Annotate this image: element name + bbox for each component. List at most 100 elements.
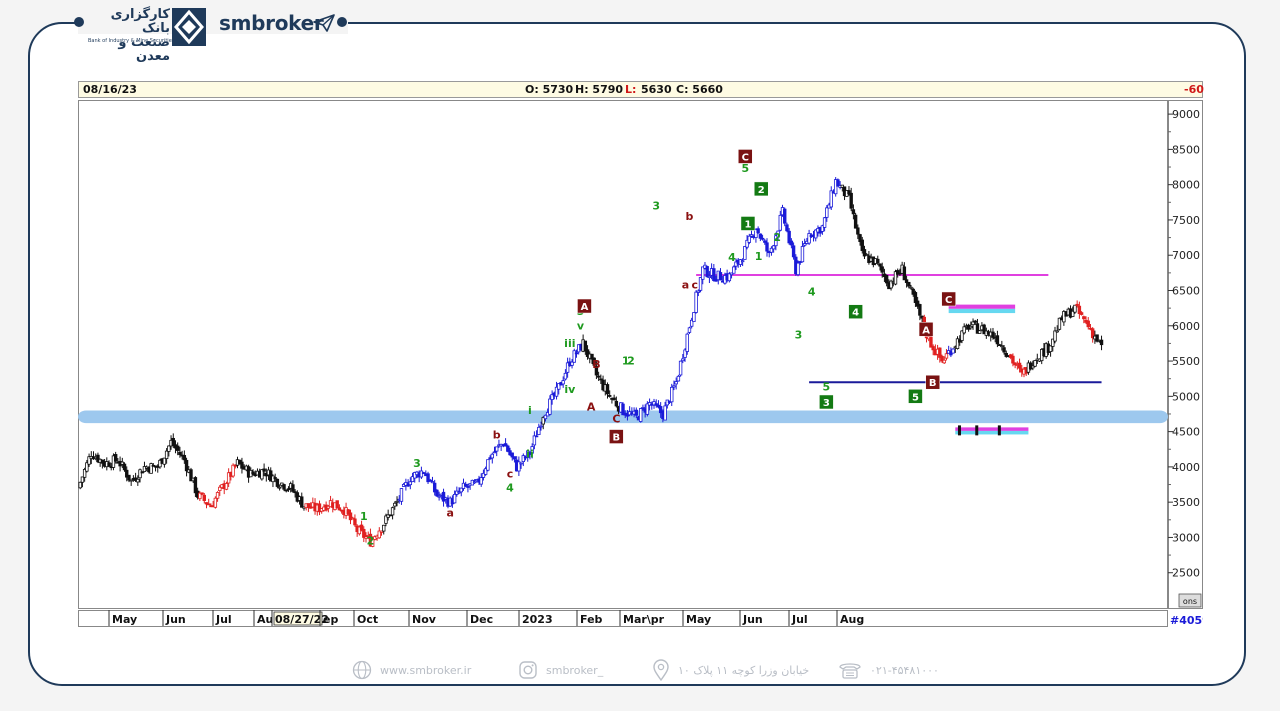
candle-body [971, 321, 975, 326]
candle-body [282, 484, 286, 490]
logo-text-fa-line1: کارگزاری بانک [110, 7, 170, 36]
wave-label: B [592, 358, 600, 371]
candle-body [913, 292, 918, 304]
footer-instagram[interactable]: smbroker_ [518, 660, 603, 680]
candle-body [918, 304, 922, 316]
boxed-wave-label [918, 322, 934, 337]
candle-body [670, 386, 674, 403]
candle-body [532, 435, 537, 446]
candle-body [510, 452, 514, 458]
candle-body [765, 242, 769, 252]
candle-body [1079, 312, 1084, 315]
candle-body [683, 349, 687, 358]
candle-body [860, 239, 864, 252]
boxed-wave-label-text: A [922, 325, 930, 336]
info-open: O: 5730 [525, 83, 574, 96]
candle-body [251, 471, 255, 475]
candle-body [825, 207, 829, 218]
candle-body [676, 375, 681, 382]
boxed-wave-label [848, 304, 863, 319]
candle-body [364, 536, 368, 539]
x-tick-label: 08/27/22 [275, 613, 329, 626]
footer-website[interactable]: www.smbroker.ir [352, 660, 471, 680]
candle-body [207, 503, 211, 506]
candle-body [120, 461, 125, 465]
telephone-icon [839, 663, 861, 679]
wave-label: 2 [773, 231, 781, 244]
candle-body [82, 469, 87, 478]
candle-body [565, 362, 570, 373]
boxed-wave-label [609, 429, 624, 444]
candle-body [791, 245, 796, 258]
candle-body [138, 469, 142, 479]
candle-body [171, 437, 175, 447]
candle-body [743, 246, 747, 260]
candle-body [583, 340, 588, 352]
candle-body [175, 445, 180, 451]
boxed-wave-label [738, 149, 753, 164]
candle-body [645, 403, 650, 415]
price-chart[interactable]: 123abc4iiiiiiivv5BAC123bac4521435C21AB43… [78, 100, 1203, 628]
candle-body [754, 229, 758, 238]
candle-body [548, 398, 552, 415]
corner-badge-text: ons [1183, 597, 1197, 606]
wave-label: ii [526, 448, 534, 461]
candle-body [413, 472, 417, 479]
candle-body [561, 380, 565, 385]
boxed-wave-label-text: C [945, 295, 952, 306]
candle-body [997, 344, 1002, 347]
x-cursor-date-box [273, 611, 323, 626]
candle-body [612, 397, 616, 401]
candle-body [747, 235, 751, 243]
candle-body [876, 258, 880, 264]
candle-body [614, 400, 619, 407]
candle-body [122, 463, 127, 471]
candle-body [382, 524, 386, 532]
candle-body [377, 530, 382, 539]
candle-body [758, 233, 763, 239]
candle-body [85, 462, 89, 472]
candle-body [1071, 310, 1075, 317]
candle-body [951, 348, 955, 354]
candle-body [541, 417, 545, 425]
candle-body [539, 425, 543, 428]
x-tick-label: Au [257, 613, 273, 626]
x-tick-label: May [112, 613, 137, 626]
y-tick-label: 2500 [1172, 567, 1200, 580]
candle-body [574, 352, 579, 355]
candle-body [326, 505, 331, 509]
candle-body [472, 481, 477, 484]
candle-body [740, 260, 745, 263]
y-tick-label: 8000 [1172, 179, 1200, 192]
candle-body [441, 491, 446, 502]
zone-upper-target-zone [948, 304, 1016, 309]
candle-body [687, 327, 692, 333]
footer-phone-text: ۰۲۱-۴۵۴۸۱۰۰۰ [870, 663, 939, 677]
candle-body [198, 492, 202, 500]
logo-mark-icon [172, 8, 206, 46]
candle-body [162, 457, 167, 465]
y-tick-label: 7000 [1172, 249, 1200, 262]
logo-text-en: Bank of Industry & Mine Securities [88, 38, 175, 44]
candle-body [705, 266, 709, 278]
candle-body [756, 228, 760, 234]
boxed-wave-label [753, 181, 769, 197]
candle-body [410, 476, 415, 483]
candle-body [960, 330, 964, 341]
y-tick-label: 3500 [1172, 496, 1200, 509]
candle-body [517, 461, 521, 472]
x-tick-label: Mar\pr [623, 613, 665, 626]
wave-label: b [493, 429, 501, 442]
candle-body [503, 443, 508, 447]
candle-body [1086, 320, 1090, 328]
candle-body [1055, 330, 1059, 333]
wave-label: 3 [652, 199, 660, 212]
candle-body [787, 230, 791, 244]
candle-body [681, 358, 685, 362]
candle-body [149, 463, 153, 474]
y-tick-label: 4000 [1172, 461, 1200, 474]
candle-body [849, 192, 853, 209]
candle-body [379, 530, 384, 533]
candle-body [1033, 360, 1037, 367]
x-tick-label: Jun [742, 613, 763, 626]
